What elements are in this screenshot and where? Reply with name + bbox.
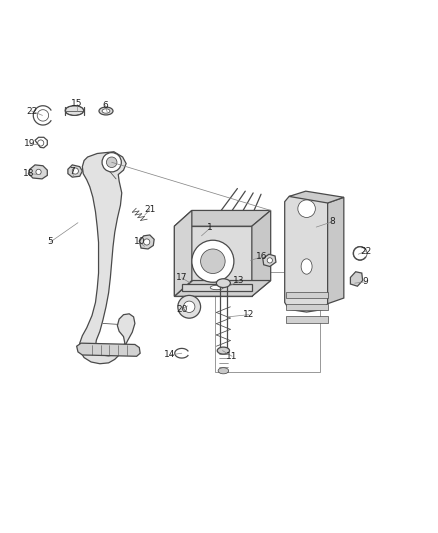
Polygon shape (252, 211, 271, 296)
Circle shape (144, 239, 150, 245)
Text: 15: 15 (71, 99, 82, 108)
Text: 22: 22 (360, 247, 371, 256)
Text: 1: 1 (207, 223, 213, 232)
Text: 13: 13 (233, 276, 245, 285)
Circle shape (178, 295, 201, 318)
Polygon shape (139, 235, 154, 249)
Polygon shape (174, 211, 271, 226)
Polygon shape (289, 191, 344, 203)
Polygon shape (286, 304, 328, 310)
Polygon shape (174, 211, 192, 296)
Polygon shape (263, 254, 276, 266)
Polygon shape (77, 343, 140, 356)
Circle shape (106, 157, 117, 167)
Polygon shape (286, 317, 328, 322)
Text: 7: 7 (69, 166, 75, 175)
Circle shape (298, 200, 315, 217)
Circle shape (267, 258, 272, 263)
Ellipse shape (217, 347, 230, 354)
Polygon shape (286, 292, 328, 298)
Text: 11: 11 (226, 352, 238, 361)
Polygon shape (182, 284, 252, 290)
Polygon shape (174, 226, 252, 296)
Circle shape (102, 152, 121, 172)
Ellipse shape (301, 259, 312, 274)
Ellipse shape (218, 368, 229, 374)
Text: 14: 14 (164, 351, 176, 359)
Polygon shape (328, 197, 344, 304)
Text: 16: 16 (256, 252, 268, 261)
Ellipse shape (99, 107, 113, 115)
Polygon shape (68, 165, 82, 177)
Circle shape (201, 249, 225, 273)
Text: 18: 18 (23, 169, 34, 178)
Ellipse shape (65, 106, 84, 115)
Polygon shape (350, 272, 363, 286)
Text: 10: 10 (134, 238, 145, 246)
Text: 20: 20 (176, 305, 187, 314)
Text: 21: 21 (144, 205, 155, 214)
Text: 19: 19 (24, 139, 35, 148)
Polygon shape (174, 280, 271, 296)
Text: 8: 8 (329, 217, 335, 227)
Circle shape (36, 169, 41, 174)
Ellipse shape (102, 109, 110, 113)
Polygon shape (285, 193, 328, 312)
Text: 12: 12 (243, 310, 254, 319)
Text: 6: 6 (102, 101, 108, 110)
Text: 5: 5 (47, 238, 53, 246)
Text: 9: 9 (363, 277, 369, 286)
Ellipse shape (210, 285, 223, 290)
Circle shape (184, 301, 195, 312)
Circle shape (72, 168, 78, 174)
Ellipse shape (216, 279, 230, 287)
Text: 17: 17 (176, 273, 187, 282)
Circle shape (192, 240, 234, 282)
Polygon shape (80, 152, 135, 364)
Text: 22: 22 (26, 107, 37, 116)
Polygon shape (28, 165, 47, 179)
